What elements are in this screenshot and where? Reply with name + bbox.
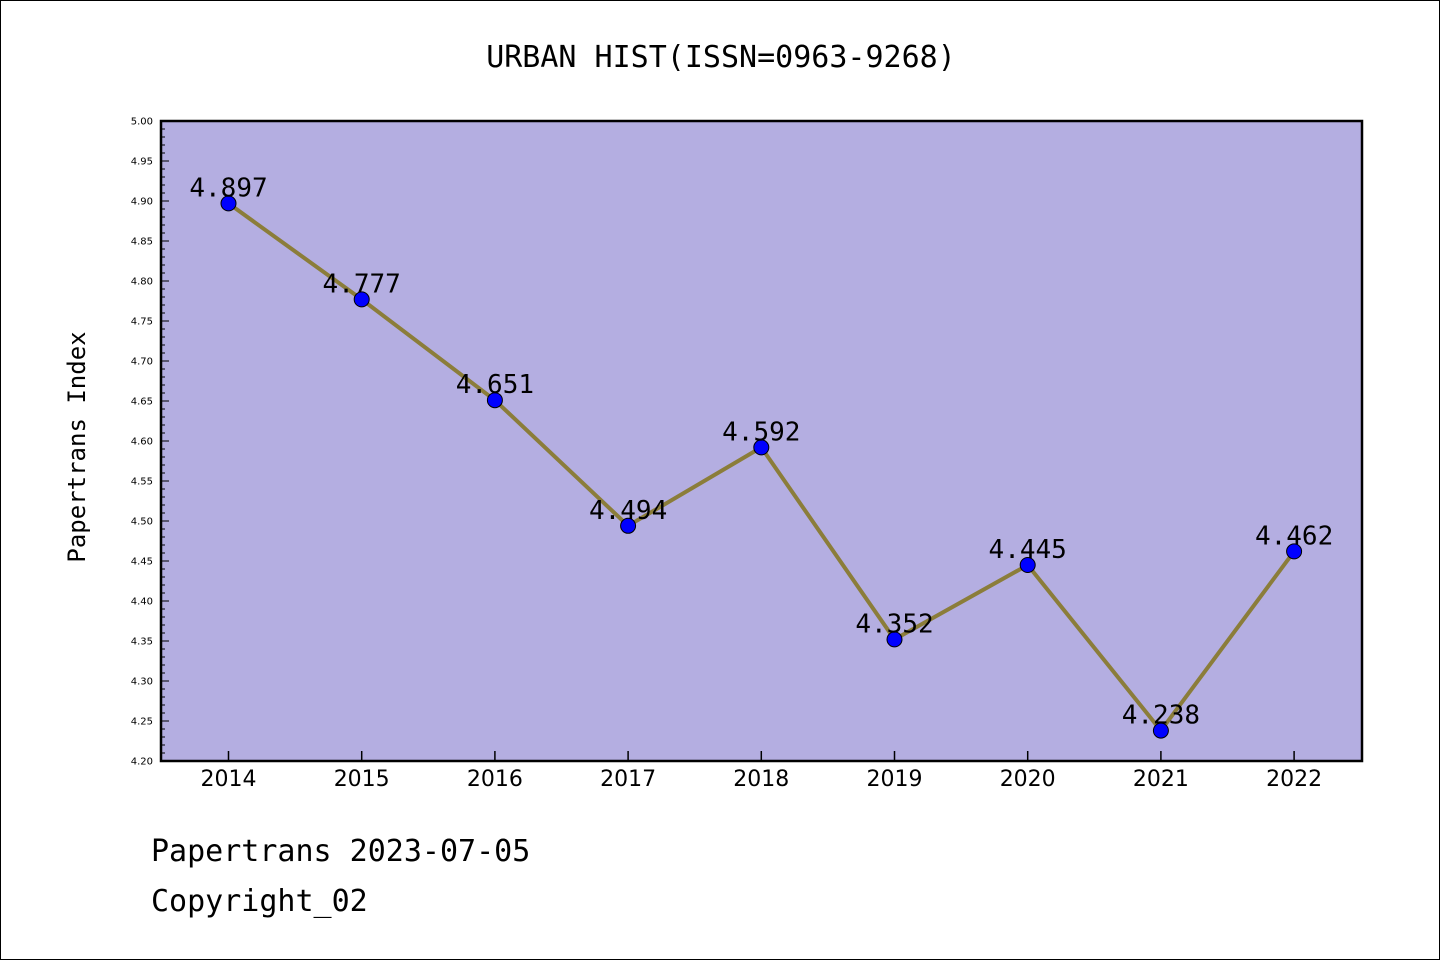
data-label: 4.445: [989, 535, 1067, 565]
x-tick-label: 2021: [1133, 767, 1189, 792]
data-label: 4.651: [456, 370, 534, 400]
y-tick-label: 4.25: [131, 717, 153, 728]
data-label: 4.352: [855, 609, 933, 639]
data-label: 4.494: [589, 496, 667, 526]
footer-copyright: Copyright_02: [151, 884, 368, 919]
x-tick-label: 2017: [600, 767, 656, 792]
plot-border: [159, 119, 1364, 763]
y-tick-label: 5.00: [131, 117, 153, 128]
y-tick-label: 4.75: [131, 317, 153, 328]
data-labels: 4.897 4.777 4.651 4.494 4.592 4.352 4.445 4.238…: [189, 173, 1333, 730]
y-tick-label: 4.20: [131, 757, 153, 768]
y-tick-label: 4.85: [131, 237, 153, 248]
data-point: [886, 631, 903, 648]
y-tick-label: 4.90: [131, 197, 153, 208]
chart-title: URBAN HIST(ISSN=0963-9268): [486, 40, 956, 75]
x-tick-label: 2014: [201, 767, 257, 792]
x-tick-label: 2022: [1266, 767, 1322, 792]
data-point: [1152, 722, 1169, 739]
data-point: [620, 517, 637, 534]
data-point: [353, 291, 370, 308]
x-axis-ticks: 2014 2015 2016 2017 2018 2019 2020 2021 2022: [201, 751, 1322, 792]
y-tick-label: 4.30: [131, 677, 153, 688]
data-point: [220, 195, 237, 212]
y-tick-label: 4.55: [131, 477, 153, 488]
x-tick-label: 2020: [1000, 767, 1056, 792]
data-point: [753, 439, 770, 456]
data-point: [1286, 543, 1303, 560]
y-tick-label: 4.65: [131, 397, 153, 408]
data-points: [220, 195, 1303, 739]
y-tick-label: 4.35: [131, 637, 153, 648]
y-tick-label: 4.45: [131, 557, 153, 568]
y-tick-label: 4.95: [131, 157, 153, 168]
data-label: 4.897: [189, 173, 267, 203]
y-tick-label: 4.50: [131, 517, 153, 528]
data-label: 4.592: [722, 417, 800, 447]
y-tick-label: 4.70: [131, 357, 153, 368]
y-tick-label: 4.60: [131, 437, 153, 448]
y-tick-label: 4.80: [131, 277, 153, 288]
data-label: 4.238: [1122, 701, 1200, 731]
y-axis-ticks: 4.20 4.25 4.30 4.35 4.40 4.45 4.50 4.55 4.60 4.65…: [131, 117, 169, 768]
x-tick-label: 2018: [733, 767, 789, 792]
y-tick-label: 4.40: [131, 597, 153, 608]
data-label: 4.462: [1255, 521, 1333, 551]
data-point: [1019, 557, 1036, 573]
y-axis-label: Papertrans Index: [63, 331, 91, 562]
data-point: [486, 392, 503, 409]
data-label: 4.777: [323, 269, 401, 299]
x-tick-label: 2019: [867, 767, 923, 792]
x-tick-label: 2016: [467, 767, 523, 792]
x-tick-label: 2015: [334, 767, 390, 792]
footer-date: Papertrans 2023-07-05: [151, 834, 531, 869]
